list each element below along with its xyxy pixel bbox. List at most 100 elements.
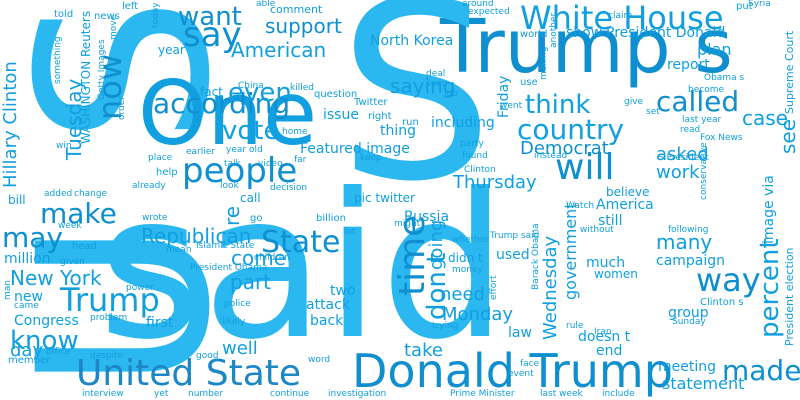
word-thing: thing [380, 123, 417, 139]
word-syria: Syria [748, 0, 771, 9]
word-killed: killed [290, 83, 314, 93]
word-member: member [8, 355, 51, 366]
word-use: use [520, 77, 538, 88]
word-called: called [656, 85, 740, 118]
word-investigation: investigation [328, 389, 387, 399]
word-last-week: last week [540, 389, 583, 399]
word-video: video [258, 159, 283, 169]
word-wrote: wrote [142, 213, 168, 223]
word-will: will [555, 147, 615, 188]
word-give: give [624, 97, 644, 107]
word-make: make [40, 197, 117, 230]
word-plan: plan [697, 40, 732, 59]
word-congress: Congress [14, 313, 79, 329]
word-getty-images: Getty Images [97, 39, 107, 100]
word-following: following [668, 225, 709, 235]
word-according: according [153, 87, 291, 120]
word-yet: yet [154, 389, 169, 399]
word-going: going [426, 219, 447, 270]
word-president-obama: President Obama [190, 263, 268, 273]
word-far: far [294, 155, 307, 165]
word-president-election: President election [783, 247, 796, 346]
word-run: run [402, 117, 419, 128]
word-went: went [500, 101, 523, 111]
word-much: much [586, 255, 626, 271]
word-added: added [44, 189, 73, 199]
word-good: good [196, 351, 219, 361]
word-call: call [240, 191, 261, 205]
word-campaign: campaign [656, 253, 726, 269]
word-problem: problem [90, 313, 128, 323]
word-democrat: Democrat [520, 138, 609, 159]
word-back: back [310, 313, 344, 329]
word-show: show [566, 25, 603, 41]
word-word: word [308, 355, 331, 365]
word-making: making [539, 46, 549, 80]
word-something: something [53, 36, 63, 84]
word-seen: seen [426, 79, 448, 89]
word-order: order [117, 96, 127, 120]
word-already: already [132, 181, 166, 191]
word-north-korea: North Korea [370, 33, 454, 49]
word-win: win [56, 141, 72, 151]
word-around: around [462, 0, 494, 9]
word-clinton: Clinton [464, 165, 496, 175]
word-donald-trump: Donald Trump [352, 344, 673, 398]
word-power: power [126, 283, 154, 293]
word-republican: Republican [141, 224, 252, 248]
word-look: look [220, 181, 239, 191]
word-help: help [156, 167, 178, 178]
word-without: without [580, 225, 614, 235]
word-even: even [228, 78, 292, 108]
word-used: used [496, 247, 530, 263]
word-know: know [10, 326, 79, 356]
word-right: right [368, 111, 392, 122]
word-job: job [444, 89, 458, 99]
word-told: told [54, 9, 74, 20]
word-clintons: Clinton s [700, 297, 744, 308]
word-deal: deal [426, 69, 446, 79]
word-made: made [722, 354, 800, 387]
word-prime-minister: Prime Minister [450, 389, 515, 399]
word-washington-reuters: WASHINGTON Reuters [79, 10, 93, 144]
word-talk: talk [224, 159, 241, 169]
word-presidents: S President [658, 153, 709, 163]
word-able: able [256, 0, 276, 9]
word-featured-image: Featured image [300, 141, 410, 157]
word-doesnt: doesn t [578, 329, 631, 345]
word-left: left [122, 1, 139, 12]
word-united-state: United State [76, 353, 302, 394]
word-first: first [146, 315, 174, 331]
word-given: given [60, 257, 85, 267]
word-government: government [561, 202, 580, 300]
word-case: case [742, 106, 788, 130]
word-effort: effort [489, 275, 499, 300]
word-american: American [231, 38, 327, 62]
word-continue: continue [270, 389, 310, 399]
word-issue: issue [323, 107, 359, 123]
word-came: came [14, 301, 39, 311]
word-party: party [460, 139, 484, 149]
word-trumps: Trump s [440, 4, 733, 90]
word-saying: saying [390, 74, 456, 98]
word-supreme-court: Supreme Court [783, 30, 796, 114]
word-fox-news: Fox News [700, 133, 743, 143]
word-event: event [508, 369, 534, 379]
word-take: take [404, 340, 443, 361]
word-office: office [46, 347, 71, 357]
word-percent: percent [755, 238, 785, 338]
word-support: support [265, 14, 342, 38]
word-billion: billion [316, 213, 346, 224]
word-keep: keep [360, 153, 382, 163]
word-sunday: Sunday [672, 317, 706, 327]
word-interview: interview [82, 389, 124, 399]
word-still: still [598, 213, 623, 229]
word-trump-said: Trump said [490, 231, 540, 241]
word-decision: decision [270, 183, 308, 193]
word-re: re [220, 205, 244, 226]
word-man: man [3, 280, 13, 300]
word-year-old: year old [226, 145, 263, 155]
word-set: set [646, 107, 660, 117]
word-want: want [178, 2, 242, 32]
word-asked: asked [656, 144, 709, 165]
